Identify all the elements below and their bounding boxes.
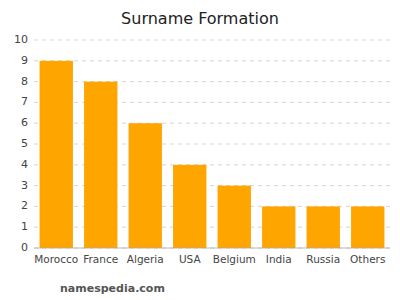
bar (218, 186, 251, 248)
x-tick-label: Morocco (34, 253, 78, 265)
y-tick-label: 1 (21, 220, 28, 233)
grid (34, 40, 390, 248)
y-tick-label: 6 (21, 116, 28, 129)
chart: Surname Formation 0 1 2 3 4 5 6 7 8 9 10 Morocco Fran… (0, 0, 400, 300)
y-tick-label: 7 (21, 95, 28, 108)
x-tick-label: Others (350, 253, 385, 265)
y-tick-label: 8 (21, 75, 28, 88)
bars (40, 61, 385, 248)
title: Surname Formation (121, 9, 279, 28)
x-tick-label: India (266, 253, 292, 265)
y-tick-label: 9 (21, 54, 28, 67)
y-tick-label: 0 (21, 241, 28, 254)
bar (173, 165, 206, 248)
bar (307, 206, 340, 248)
grid-line (34, 60, 390, 61)
x-tick-label: Russia (306, 253, 340, 265)
bar (40, 61, 73, 248)
x-tick-label: Algeria (127, 253, 164, 265)
y-tick-label: 4 (21, 158, 28, 171)
x-tick-label: USA (179, 253, 202, 265)
bar (351, 206, 384, 248)
x-axis-line (34, 248, 390, 249)
bar (84, 82, 117, 248)
grid-line (34, 40, 390, 41)
y-tick-label: 10 (14, 33, 28, 46)
bar (262, 206, 295, 248)
x-tick-label: France (83, 253, 118, 265)
x-tick-label: Belgium (213, 253, 256, 265)
watermark: namespedia.com (60, 282, 165, 295)
y-tick-label: 2 (21, 199, 28, 212)
grid-line (34, 248, 390, 249)
y-tick-label: 3 (21, 179, 28, 192)
y-tick-label: 5 (21, 137, 28, 150)
bar (129, 123, 162, 248)
